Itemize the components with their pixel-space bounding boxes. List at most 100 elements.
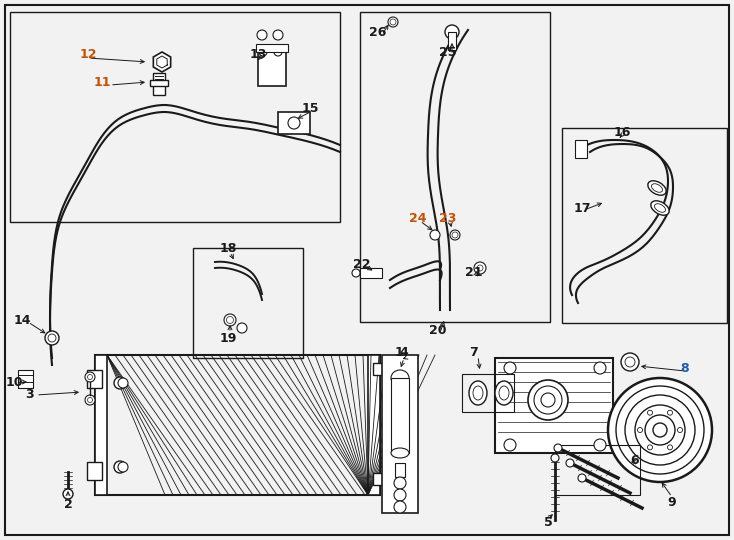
Text: 15: 15 bbox=[301, 102, 319, 114]
Bar bbox=[18, 370, 33, 388]
Text: 4: 4 bbox=[399, 346, 408, 359]
Circle shape bbox=[504, 362, 516, 374]
Text: 10: 10 bbox=[5, 375, 23, 388]
Bar bbox=[258, 48, 286, 86]
Circle shape bbox=[63, 489, 73, 499]
Text: 26: 26 bbox=[369, 25, 387, 38]
Circle shape bbox=[237, 323, 247, 333]
Bar bbox=[87, 462, 102, 480]
Circle shape bbox=[645, 415, 675, 445]
Ellipse shape bbox=[651, 201, 669, 215]
Bar bbox=[373, 473, 391, 485]
Circle shape bbox=[390, 19, 396, 25]
Circle shape bbox=[352, 269, 360, 277]
Text: 17: 17 bbox=[573, 201, 591, 214]
Bar bbox=[368, 355, 380, 495]
Circle shape bbox=[578, 474, 586, 482]
Circle shape bbox=[227, 316, 233, 323]
Circle shape bbox=[653, 423, 667, 437]
Circle shape bbox=[635, 405, 685, 455]
Bar bbox=[391, 378, 409, 453]
Text: 25: 25 bbox=[439, 45, 457, 58]
Circle shape bbox=[566, 459, 574, 467]
Circle shape bbox=[114, 461, 126, 473]
Text: 12: 12 bbox=[79, 49, 97, 62]
Text: 18: 18 bbox=[219, 241, 236, 254]
Ellipse shape bbox=[391, 370, 409, 386]
Bar bbox=[360, 268, 382, 278]
Bar bbox=[382, 355, 418, 513]
Text: 20: 20 bbox=[429, 323, 447, 336]
Circle shape bbox=[647, 410, 653, 415]
Circle shape bbox=[504, 439, 516, 451]
Text: 8: 8 bbox=[680, 361, 689, 375]
Circle shape bbox=[625, 395, 695, 465]
Bar bbox=[150, 80, 168, 86]
Text: 1: 1 bbox=[395, 346, 404, 359]
Circle shape bbox=[394, 501, 406, 513]
Text: 7: 7 bbox=[470, 346, 479, 359]
Circle shape bbox=[534, 386, 562, 414]
Ellipse shape bbox=[473, 386, 483, 400]
Text: 22: 22 bbox=[353, 258, 371, 271]
Bar bbox=[495, 358, 613, 453]
Circle shape bbox=[114, 377, 126, 389]
Text: 24: 24 bbox=[410, 212, 426, 225]
Bar bbox=[555, 445, 640, 495]
Bar bbox=[575, 140, 587, 158]
Circle shape bbox=[87, 397, 92, 402]
Ellipse shape bbox=[648, 181, 666, 195]
Circle shape bbox=[430, 230, 440, 240]
Bar bbox=[360, 12, 550, 322]
Bar bbox=[193, 248, 303, 358]
Circle shape bbox=[477, 265, 483, 271]
Circle shape bbox=[638, 428, 642, 433]
Bar bbox=[87, 370, 102, 388]
Circle shape bbox=[541, 393, 555, 407]
Ellipse shape bbox=[391, 448, 409, 458]
Circle shape bbox=[257, 30, 267, 40]
Bar bbox=[153, 73, 165, 95]
Bar bbox=[10, 12, 340, 222]
Ellipse shape bbox=[499, 386, 509, 400]
Circle shape bbox=[551, 454, 559, 462]
Circle shape bbox=[647, 445, 653, 450]
Bar bbox=[256, 44, 288, 52]
Circle shape bbox=[667, 410, 672, 415]
Circle shape bbox=[667, 445, 672, 450]
Circle shape bbox=[594, 362, 606, 374]
Text: 13: 13 bbox=[250, 49, 266, 62]
Text: 19: 19 bbox=[219, 332, 236, 345]
Circle shape bbox=[608, 378, 712, 482]
Bar bbox=[448, 32, 456, 50]
Ellipse shape bbox=[655, 204, 666, 212]
Text: 23: 23 bbox=[440, 212, 457, 225]
Circle shape bbox=[85, 395, 95, 405]
Ellipse shape bbox=[495, 381, 513, 405]
Circle shape bbox=[288, 117, 300, 129]
Circle shape bbox=[394, 477, 406, 489]
Text: 2: 2 bbox=[64, 497, 73, 510]
Circle shape bbox=[45, 331, 59, 345]
Polygon shape bbox=[153, 52, 171, 72]
Bar bbox=[95, 355, 380, 495]
Circle shape bbox=[452, 232, 458, 238]
Circle shape bbox=[594, 439, 606, 451]
Ellipse shape bbox=[469, 381, 487, 405]
Text: 5: 5 bbox=[544, 516, 553, 529]
Circle shape bbox=[224, 314, 236, 326]
Circle shape bbox=[616, 386, 704, 474]
Text: 6: 6 bbox=[631, 454, 639, 467]
Bar bbox=[562, 128, 727, 323]
Ellipse shape bbox=[652, 184, 663, 192]
Text: 9: 9 bbox=[668, 496, 676, 509]
Circle shape bbox=[388, 17, 398, 27]
Text: 14: 14 bbox=[13, 314, 31, 327]
Circle shape bbox=[621, 353, 639, 371]
Circle shape bbox=[274, 48, 282, 56]
Circle shape bbox=[677, 428, 683, 433]
Bar bbox=[278, 112, 310, 134]
Text: 3: 3 bbox=[26, 388, 34, 402]
Circle shape bbox=[554, 444, 562, 452]
Circle shape bbox=[625, 357, 635, 367]
